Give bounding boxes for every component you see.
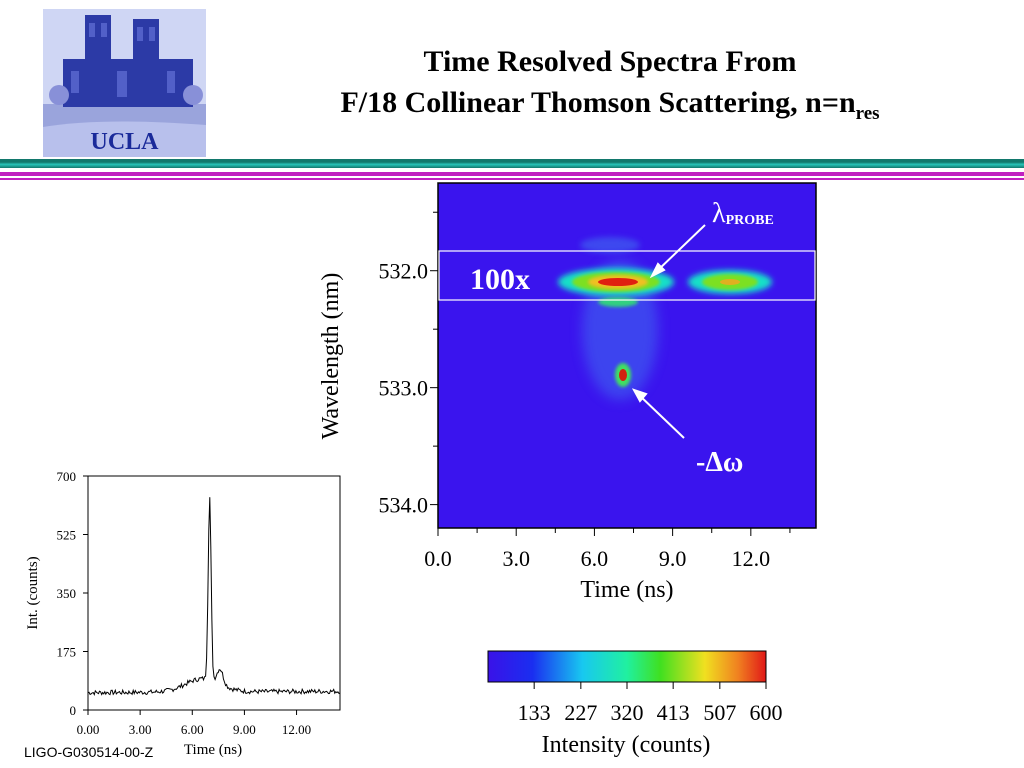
- spectrogram-chart: 100x λPROBE -Δω 0.0 3.0 6.0 9.0 12.0 532.0 533…: [318, 182, 817, 603]
- title-subscript: res: [855, 103, 880, 124]
- document-id: LIGO-G030514-00-Z: [24, 744, 154, 760]
- probe-lambda: λ: [712, 198, 726, 229]
- heatmap-x-tick-label: 0.0: [424, 546, 452, 571]
- colorbar-tick-label: 600: [750, 700, 783, 725]
- line-x-tick-label: 0.00: [77, 722, 100, 737]
- magenta-divider: [0, 172, 1024, 176]
- upper-glow: [580, 237, 640, 253]
- line-x-tick-label: 12.00: [282, 722, 311, 737]
- heatmap-x-tick-label: 9.0: [659, 546, 687, 571]
- colorbar-tick-label: 320: [611, 700, 644, 725]
- title-main-text: F/18 Collinear Thomson Scattering, n=n: [340, 86, 856, 119]
- line-y-tick-label: 0: [70, 703, 77, 718]
- heatmap-x-tick-label: 12.0: [732, 546, 771, 571]
- magnification-label: 100x: [470, 263, 530, 296]
- heatmap-x-label: Time (ns): [580, 577, 673, 603]
- magenta-divider-thin: [0, 178, 1024, 180]
- heatmap-x-tick-label: 6.0: [581, 546, 609, 571]
- shift-arrow: [631, 388, 685, 439]
- colorbar-tick-label: 133: [518, 700, 551, 725]
- shift-label: -Δω: [696, 447, 743, 478]
- lower-green: [598, 297, 638, 307]
- heatmap-x-tick-label: 3.0: [502, 546, 530, 571]
- probe-label: λPROBE: [712, 198, 774, 229]
- ucla-logo: UCLA: [43, 9, 206, 157]
- logo-text: UCLA: [90, 129, 159, 155]
- line-x-label: Time (ns): [184, 742, 242, 758]
- line-y-tick-label: 350: [57, 586, 77, 601]
- colorbar-tick-label: 413: [657, 700, 690, 725]
- heatmap-features: [558, 237, 772, 400]
- line-axes: 0 175 350 525 700 0.00 3.00 6.00 9.00 12.00: [57, 469, 312, 737]
- magnification-box: [438, 250, 816, 301]
- line-x-tick-label: 9.00: [233, 722, 256, 737]
- probe-arrow: [649, 224, 706, 279]
- intensity-series-line: [87, 497, 341, 697]
- heatmap-y-tick-label: 532.0: [379, 259, 429, 284]
- colorbar: 133 227 320 413 507 600 Intensity (counts): [487, 650, 783, 758]
- royce-hall-image: [43, 9, 206, 157]
- colorbar-label: Intensity (counts): [542, 732, 711, 758]
- heatmap-y-tick-label: 533.0: [379, 376, 429, 401]
- intensity-line-chart: 0 175 350 525 700 0.00 3.00 6.00 9.00 12.00 Int. …: [25, 469, 341, 758]
- colorbar-tick-label: 227: [564, 700, 597, 725]
- heatmap-frame: [437, 182, 817, 529]
- line-y-label: Int. (counts): [25, 556, 41, 629]
- line-y-tick-label: 175: [57, 645, 77, 660]
- probe-core: [598, 278, 638, 286]
- colorbar-ticks: 133 227 320 413 507 600: [518, 682, 783, 725]
- teal-divider: [0, 159, 1024, 168]
- page-title-line-2: F/18 Collinear Thomson Scattering, n=nre…: [230, 86, 990, 125]
- heatmap-y-tick-label: 534.0: [379, 493, 429, 518]
- shift-core: [619, 369, 627, 381]
- heatmap-y-label: Wavelength (nm): [318, 273, 344, 440]
- colorbar-tick-label: 507: [703, 700, 736, 725]
- probe-subscript: PROBE: [726, 213, 774, 228]
- line-y-tick-label: 525: [57, 528, 77, 543]
- heatmap-axes: 0.0 3.0 6.0 9.0 12.0 532.0 533.0 534.0: [379, 211, 791, 571]
- line-x-tick-label: 6.00: [181, 722, 204, 737]
- probe2-core: [720, 279, 740, 285]
- page-title-line-1: Time Resolved Spectra From: [423, 45, 797, 78]
- line-x-tick-label: 3.00: [129, 722, 152, 737]
- line-y-tick-label: 700: [57, 469, 77, 484]
- colorbar-gradient: [487, 650, 767, 683]
